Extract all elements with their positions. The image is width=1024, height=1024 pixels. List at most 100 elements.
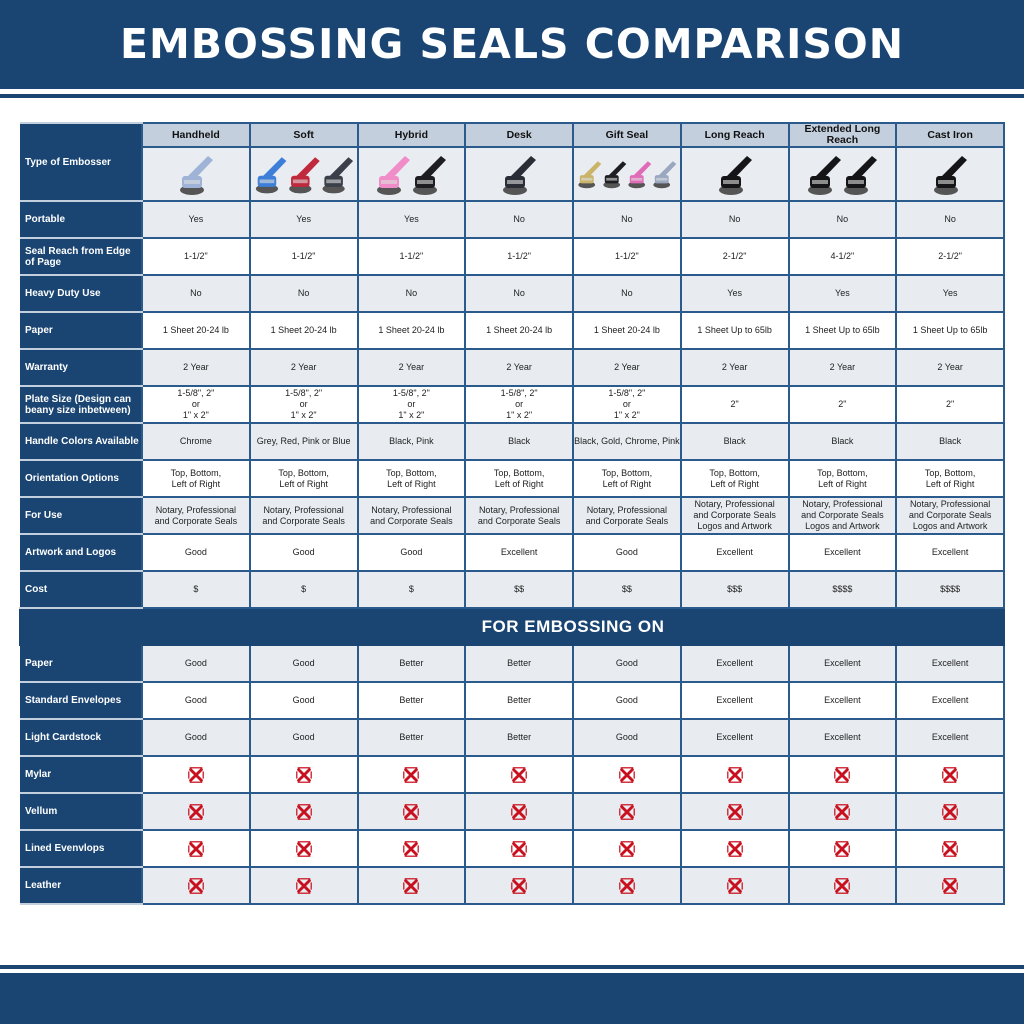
table-cell: Notary, Professional and Corporate Seals L… bbox=[895, 496, 1005, 535]
x-icon bbox=[619, 840, 635, 857]
cell-text-line: Black bbox=[508, 436, 531, 446]
table-cell: 1 Sheet 20-24 lb bbox=[141, 311, 251, 350]
cell-text-line: and Corporate Seals bbox=[693, 510, 776, 520]
x-icon bbox=[295, 840, 312, 857]
table-cell: $ bbox=[356, 570, 467, 609]
table-cell bbox=[356, 829, 467, 868]
table-cell bbox=[895, 792, 1005, 831]
cell-text-line: Chrome bbox=[179, 436, 212, 446]
row-label: For Use bbox=[20, 496, 142, 535]
row-label: Warranty bbox=[20, 348, 142, 387]
table-cell: Notary, Professional and Corporate Seals bbox=[356, 496, 467, 535]
table-cell: 1 Sheet 20-24 lb bbox=[248, 311, 359, 350]
table-cell: No bbox=[679, 200, 790, 239]
embosser-icon bbox=[718, 155, 752, 195]
table-cell: Excellent bbox=[895, 681, 1005, 720]
cell-text-line: Left of Right bbox=[602, 478, 652, 489]
cell-text-line: 1" x 2" bbox=[398, 410, 425, 420]
table-cell: Good bbox=[248, 644, 359, 683]
table-row: For Use Notary, Professional and Corporate… bbox=[20, 496, 1005, 535]
cell-text-line: No bbox=[621, 288, 633, 298]
column-header: Long Reach bbox=[679, 122, 790, 148]
table-cell: No bbox=[787, 200, 898, 239]
table-row: Paper 1 Sheet 20-24 lb 1 Sheet 20-24 lb 1 S… bbox=[20, 311, 1005, 350]
embosser-icon bbox=[578, 160, 677, 188]
cell-text-line: Better bbox=[399, 695, 424, 705]
table-row: Lined Evenvlops bbox=[20, 829, 1005, 868]
table-cell: Chrome bbox=[141, 422, 251, 461]
table-cell: Notary, Professional and Corporate Seals bbox=[464, 496, 574, 535]
x-icon bbox=[403, 803, 420, 820]
x-icon bbox=[403, 840, 420, 857]
table-row: Orientation Options Top, Bottom, Left of R… bbox=[20, 459, 1005, 498]
x-icon bbox=[834, 766, 851, 783]
table-cell: 1-5/8", 2" or 1" x 2" bbox=[141, 385, 251, 424]
table-cell: $$ bbox=[572, 570, 682, 609]
table-cell: Notary, Professional and Corporate Seals bbox=[572, 496, 682, 535]
table-cell bbox=[679, 866, 790, 905]
table-cell: Good bbox=[572, 681, 682, 720]
cell-text-line: Good bbox=[292, 732, 315, 742]
cell-text-line: 1-5/8", 2" bbox=[177, 388, 215, 398]
x-icon bbox=[619, 877, 635, 894]
divider bbox=[0, 965, 1024, 969]
embosser-icon bbox=[377, 155, 447, 195]
table-row: Leather bbox=[20, 866, 1005, 905]
cell-text-line: Black bbox=[723, 436, 746, 446]
embosser-icon bbox=[179, 155, 213, 195]
row-label: Leather bbox=[20, 866, 142, 905]
table-cell bbox=[141, 792, 251, 831]
table-cell bbox=[679, 829, 790, 868]
table-cell: Yes bbox=[248, 200, 359, 239]
row-label: Type of Embosser bbox=[20, 122, 142, 202]
table-cell bbox=[787, 792, 898, 831]
cell-text-line: Left of Right bbox=[925, 478, 975, 489]
table-cell: Excellent bbox=[787, 718, 898, 757]
row-label: Light Cardstock bbox=[20, 718, 142, 757]
row-label: Heavy Duty Use bbox=[20, 274, 142, 313]
section-spacer bbox=[19, 607, 143, 646]
table-cell: 1-1/2" bbox=[248, 237, 359, 276]
table-row: Standard Envelopes Good Good Better Better Go… bbox=[20, 681, 1005, 720]
table-cell bbox=[464, 829, 574, 868]
cell-text-line: Grey, Red, Pink or Blue bbox=[256, 436, 351, 446]
table-cell bbox=[141, 829, 251, 868]
table-cell: Top, Bottom, Left of Right bbox=[464, 459, 574, 498]
cell-text-line: and Corporate Seals bbox=[262, 515, 345, 526]
table-cell: No bbox=[464, 200, 574, 239]
cell-text-line: Yes bbox=[296, 214, 311, 224]
table-cell: Top, Bottom, Left of Right bbox=[679, 459, 790, 498]
cell-text-line: Logos and Artwork bbox=[912, 521, 988, 531]
x-icon bbox=[942, 766, 958, 783]
cell-text-line: or bbox=[299, 399, 308, 409]
cell-text-line: 1-1/2" bbox=[507, 251, 531, 261]
x-icon bbox=[188, 840, 204, 857]
table-cell: 2" bbox=[679, 385, 790, 424]
table-cell: Top, Bottom, Left of Right bbox=[356, 459, 467, 498]
table-cell: Good bbox=[572, 718, 682, 757]
row-label: Plate Size (Design can beany size inbetw… bbox=[20, 385, 142, 424]
table-cell: $$ bbox=[464, 570, 574, 609]
x-icon bbox=[511, 840, 527, 857]
cell-text-line: Excellent bbox=[824, 658, 861, 668]
cell-text-line: Yes bbox=[835, 288, 850, 298]
x-icon bbox=[403, 766, 420, 783]
table-cell: Better bbox=[356, 718, 467, 757]
table-cell: 1 Sheet Up to 65lb bbox=[787, 311, 898, 350]
table-cell: No bbox=[141, 274, 251, 313]
row-label: Mylar bbox=[20, 755, 142, 794]
cell-text-line: 1-5/8", 2" bbox=[285, 388, 323, 398]
cell-text-line: 1" x 2" bbox=[506, 410, 533, 420]
table-cell: Good bbox=[248, 718, 359, 757]
table-cell: 2-1/2" bbox=[895, 237, 1005, 276]
cell-text-line: Good bbox=[292, 658, 315, 668]
cell-text-line: 1-1/2" bbox=[184, 251, 208, 261]
cell-text-line: Excellent bbox=[824, 547, 861, 557]
table-cell: 1-5/8", 2" or 1" x 2" bbox=[356, 385, 467, 424]
table-cell: Excellent bbox=[787, 681, 898, 720]
cell-text-line: 1 Sheet Up to 65lb bbox=[805, 325, 880, 335]
cell-text-line: Excellent bbox=[716, 732, 753, 742]
table-cell: Better bbox=[356, 681, 467, 720]
table-cell: Top, Bottom, Left of Right bbox=[787, 459, 898, 498]
table-cell: $ bbox=[141, 570, 251, 609]
